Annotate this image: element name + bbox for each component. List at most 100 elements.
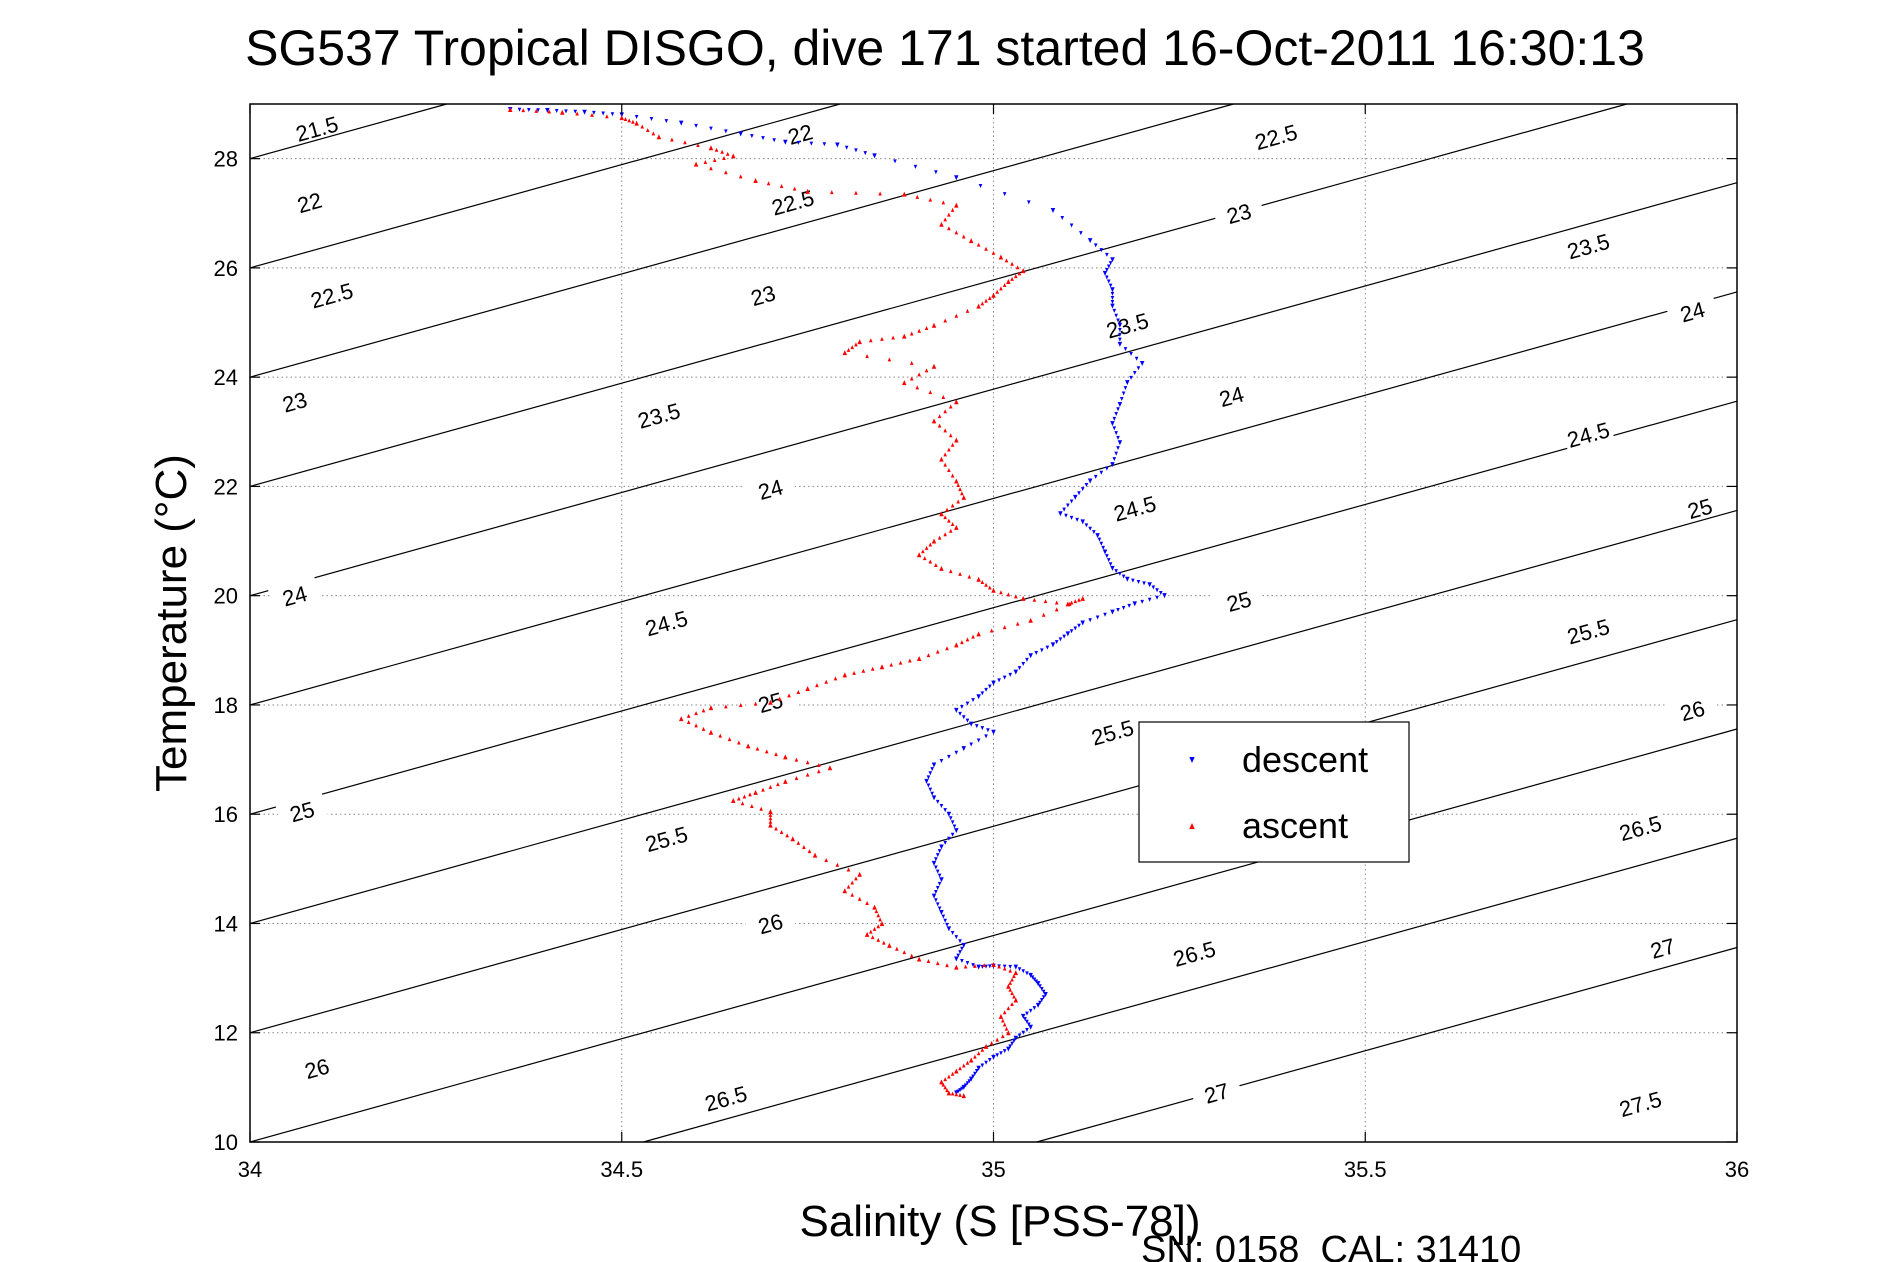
descent-point	[961, 1084, 967, 1090]
ascent-point	[916, 956, 922, 962]
ascent-point	[958, 487, 962, 492]
ascent-point	[864, 931, 870, 937]
ascent-point	[935, 649, 940, 654]
descent-point	[854, 148, 858, 153]
descent-point	[930, 791, 934, 796]
ascent-point	[922, 556, 927, 561]
ascent-point	[708, 729, 714, 735]
contour-label-bg	[698, 1078, 752, 1115]
ascent-point	[887, 357, 892, 362]
ascent-point	[945, 507, 949, 512]
ascent-point	[960, 491, 964, 496]
descent-point	[1106, 558, 1111, 563]
ascent-point	[989, 628, 994, 633]
ascent-point	[785, 833, 789, 838]
descent-point	[619, 112, 624, 118]
descent-point	[761, 136, 765, 141]
descent-point	[987, 1058, 992, 1063]
descent-point	[1118, 337, 1122, 342]
ascent-point	[997, 964, 1001, 969]
descent-point	[1080, 620, 1085, 626]
descent-point	[1103, 612, 1107, 617]
x-tick-label: 34	[238, 1157, 262, 1182]
descent-point	[930, 767, 934, 772]
ascent-point	[965, 1060, 970, 1065]
ascent-point	[852, 670, 856, 675]
ascent-point	[1043, 599, 1048, 604]
ascent-point	[722, 155, 726, 160]
isopycnal-line	[249, 619, 1738, 1034]
descent-point	[958, 1088, 962, 1093]
ascent-point	[829, 190, 834, 195]
descent-point	[954, 750, 959, 755]
descent-point	[965, 961, 970, 966]
ascent-point	[941, 200, 946, 205]
descent-point	[1151, 585, 1156, 590]
ascent-point	[750, 804, 754, 809]
descent-point	[976, 964, 981, 970]
ascent-point	[779, 183, 784, 188]
ascent-point	[870, 935, 875, 940]
ascent-point	[805, 686, 810, 692]
ascent-point	[937, 423, 942, 428]
ascent-point	[916, 656, 922, 662]
descent-point	[1087, 478, 1093, 484]
descent-point	[960, 1086, 964, 1091]
descent-point	[1125, 576, 1130, 582]
chart-title: SG537 Tropical DISGO, dive 171 started 1…	[245, 20, 1645, 76]
descent-point	[1087, 238, 1093, 244]
ascent-point	[827, 765, 833, 771]
ascent-point	[943, 1085, 947, 1090]
descent-point	[913, 164, 918, 169]
descent-point	[1162, 593, 1167, 599]
ascent-point	[980, 580, 985, 585]
isopycnal-line	[249, 103, 841, 269]
ascent-point	[1010, 276, 1014, 281]
ascent-point	[869, 338, 873, 343]
ascent-point	[507, 106, 513, 112]
descent-point	[945, 922, 949, 927]
descent-point	[999, 1051, 1003, 1056]
descent-point	[1117, 341, 1123, 347]
ascent-point	[968, 238, 974, 244]
contour-label-bg	[1211, 193, 1265, 230]
descent-point	[601, 111, 605, 116]
ascent-point	[950, 442, 955, 447]
descent-point	[796, 140, 801, 145]
ascent-point	[575, 111, 579, 116]
descent-point	[1105, 252, 1109, 257]
descent-point	[971, 698, 975, 703]
y-tick-label: 14	[214, 911, 238, 936]
descent-point	[1060, 216, 1065, 221]
descent-point	[1136, 580, 1141, 585]
descent-point	[1080, 519, 1085, 525]
descent-point	[1099, 248, 1104, 253]
ascent-point	[547, 109, 552, 114]
ascent-point	[882, 940, 886, 945]
descent-point	[1028, 972, 1033, 978]
descent-point	[934, 857, 938, 862]
ascent-point	[1073, 599, 1078, 604]
ascent-point	[738, 174, 743, 179]
descent-point	[1140, 599, 1144, 604]
descent-point	[961, 942, 967, 948]
ascent-point	[703, 160, 708, 165]
ascent-point	[1028, 617, 1033, 623]
descent-point	[1114, 569, 1118, 574]
ascent-point	[991, 250, 996, 255]
contour-label-bg	[1665, 291, 1719, 328]
descent-point	[928, 771, 933, 776]
descent-point	[939, 844, 944, 850]
ascent-point	[931, 418, 937, 424]
ascent-point	[879, 920, 885, 926]
descent-point	[948, 816, 953, 821]
ascent-point	[934, 562, 938, 567]
ascent-point	[950, 1071, 955, 1076]
ascent-point	[947, 447, 951, 452]
ascent-point	[965, 308, 970, 313]
descent-point	[1117, 322, 1123, 328]
descent-point	[1041, 995, 1046, 1000]
ascent-point	[948, 569, 953, 574]
ascent-point	[909, 953, 914, 958]
